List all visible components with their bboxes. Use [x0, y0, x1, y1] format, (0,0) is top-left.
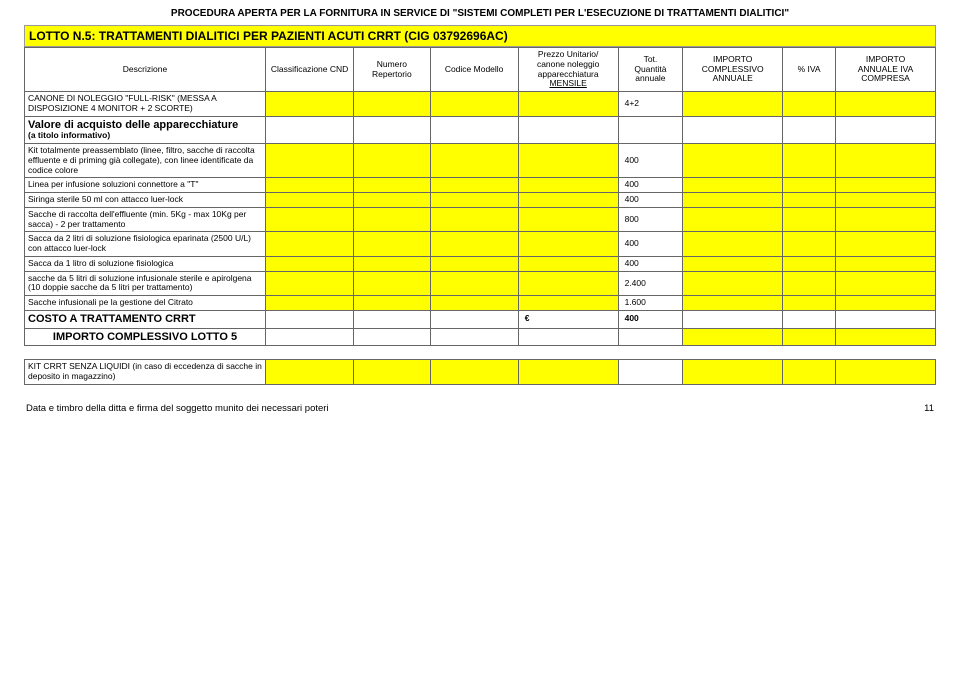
cell-qty: 2.400	[618, 271, 683, 296]
cell-desc: sacche da 5 litri di soluzione infusiona…	[25, 271, 266, 296]
cell-desc: Siringa sterile 50 ml con attacco luer-l…	[25, 193, 266, 208]
col-head-desc: Descrizione	[25, 48, 266, 92]
total-row: IMPORTO COMPLESSIVO LOTTO 5	[25, 328, 936, 346]
col-head-impiva: IMPORTO ANNUALE IVA COMPRESA	[836, 48, 936, 92]
table-row: Sacche infusionali pe la gestione del Ci…	[25, 296, 936, 311]
table-row: CANONE DI NOLEGGIO "FULL-RISK" (MESSA A …	[25, 92, 936, 117]
table-row: Sacche di raccolta dell'effluente (min. …	[25, 207, 936, 232]
spacer-row	[25, 346, 936, 360]
cell-euro: €	[518, 310, 618, 328]
table-row: Sacca da 2 litri di soluzione fisiologic…	[25, 232, 936, 257]
lot-title-bar: LOTTO N.5: TRATTAMENTI DIALITICI PER PAZ…	[24, 25, 936, 47]
col-head-iva: % IVA	[783, 48, 836, 92]
table-row: sacche da 5 litri di soluzione infusiona…	[25, 271, 936, 296]
kit-row: KIT CRRT SENZA LIQUIDI (in caso di ecced…	[25, 360, 936, 385]
table-body: CANONE DI NOLEGGIO "FULL-RISK" (MESSA A …	[25, 92, 936, 385]
col-head-prezzo: Prezzo Unitario/ canone noleggio apparec…	[518, 48, 618, 92]
table-row: Siringa sterile 50 ml con attacco luer-l…	[25, 193, 936, 208]
cell-desc: COSTO A TRATTAMENTO CRRT	[25, 310, 266, 328]
cell-desc: Linea per infusione soluzioni connettore…	[25, 178, 266, 193]
cell-desc: Sacche di raccolta dell'effluente (min. …	[25, 207, 266, 232]
col-head-cnd: Classificazione CND	[265, 48, 353, 92]
cell-desc: KIT CRRT SENZA LIQUIDI (in caso di ecced…	[25, 360, 266, 385]
cell-desc: Valore di acquisto delle apparecchiature…	[25, 116, 266, 143]
cell-desc: Sacca da 2 litri di soluzione fisiologic…	[25, 232, 266, 257]
cell-qty: 400	[618, 178, 683, 193]
footer-text: Data e timbro della ditta e firma del so…	[26, 403, 329, 414]
header-row: Descrizione Classificazione CND Numero R…	[25, 48, 936, 92]
page: PROCEDURA APERTA PER LA FORNITURA IN SER…	[0, 0, 960, 418]
cell-desc: CANONE DI NOLEGGIO "FULL-RISK" (MESSA A …	[25, 92, 266, 117]
cell-qty: 400	[618, 232, 683, 257]
col-head-imp: IMPORTO COMPLESSIVO ANNUALE	[683, 48, 783, 92]
table-row: Kit totalmente preassemblato (linee, fil…	[25, 144, 936, 178]
table-row: Linea per infusione soluzioni connettore…	[25, 178, 936, 193]
cell-qty: 4+2	[618, 92, 683, 117]
table-row: Valore di acquisto delle apparecchiature…	[25, 116, 936, 143]
cell-qty: 800	[618, 207, 683, 232]
col-head-rep: Numero Repertorio	[354, 48, 430, 92]
cost-row: COSTO A TRATTAMENTO CRRT € 400	[25, 310, 936, 328]
table-row: Sacca da 1 litro di soluzione fisiologic…	[25, 256, 936, 271]
col-head-mod: Codice Modello	[430, 48, 518, 92]
main-table: Descrizione Classificazione CND Numero R…	[24, 47, 936, 385]
document-title: PROCEDURA APERTA PER LA FORNITURA IN SER…	[24, 8, 936, 19]
cell-qty: 400	[618, 310, 683, 328]
cell-desc: IMPORTO COMPLESSIVO LOTTO 5	[25, 328, 266, 346]
cell-qty: 1.600	[618, 296, 683, 311]
footer: Data e timbro della ditta e firma del so…	[24, 403, 936, 414]
page-number: 11	[924, 403, 934, 414]
cell-desc: Sacche infusionali pe la gestione del Ci…	[25, 296, 266, 311]
cell-desc: Kit totalmente preassemblato (linee, fil…	[25, 144, 266, 178]
cell-qty: 400	[618, 193, 683, 208]
col-head-qty: Tot. Quantità annuale	[618, 48, 683, 92]
cell-desc: Sacca da 1 litro di soluzione fisiologic…	[25, 256, 266, 271]
cell-qty: 400	[618, 144, 683, 178]
cell-qty: 400	[618, 256, 683, 271]
